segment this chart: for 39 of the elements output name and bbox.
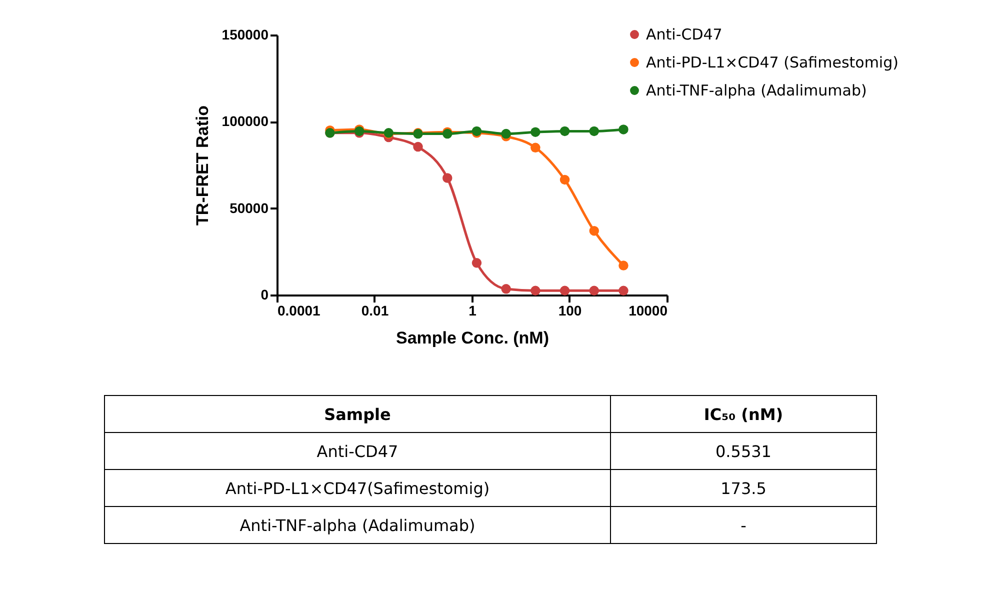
text: 0.5531 [610, 432, 876, 470]
text: Anti-TNF-alpha (Adalimumab) [104, 506, 610, 544]
text: Anti-CD47 [104, 432, 610, 470]
x-tick-label: 1 [468, 302, 477, 318]
point [530, 286, 540, 296]
legend-label: Anti-CD47 [646, 26, 722, 44]
text: - [610, 506, 876, 544]
x-tick-label: 100 [558, 302, 582, 318]
point [530, 142, 540, 153]
point [560, 126, 570, 136]
y-tick-label: 50000 [230, 200, 269, 216]
text: IC₅₀ (nM) [610, 396, 876, 432]
point [560, 286, 570, 296]
point [618, 124, 628, 134]
point [589, 226, 599, 236]
point [472, 258, 482, 268]
y-axis-title: TR-FRET Ratio [192, 106, 212, 226]
text: 173.5 [610, 470, 876, 506]
point [442, 173, 452, 183]
point [413, 142, 423, 152]
legend-label: Anti-PD-L1×CD47 (Safimestomig) [646, 54, 898, 72]
y-tick-label: 0 [260, 286, 269, 302]
point [618, 260, 628, 270]
point [501, 128, 511, 139]
y-tick-label: 100000 [222, 113, 269, 130]
x-tick-label: 0.0001 [278, 302, 321, 318]
legend-label: Anti-TNF-alpha (Adalimumab) [646, 82, 867, 100]
text: Sample [104, 396, 610, 432]
point [589, 126, 599, 136]
y-tick-label: 150000 [222, 26, 269, 42]
point [501, 284, 511, 294]
point [589, 286, 599, 296]
text: Anti-PD-L1×CD47(Safimestomig) [104, 470, 610, 506]
x-tick-label: 0.01 [361, 302, 389, 318]
point [530, 127, 540, 137]
point [618, 286, 628, 296]
point [560, 174, 570, 185]
x-axis-title: Sample Conc. (nM) [396, 328, 550, 348]
x-tick-label: 10000 [628, 302, 668, 318]
